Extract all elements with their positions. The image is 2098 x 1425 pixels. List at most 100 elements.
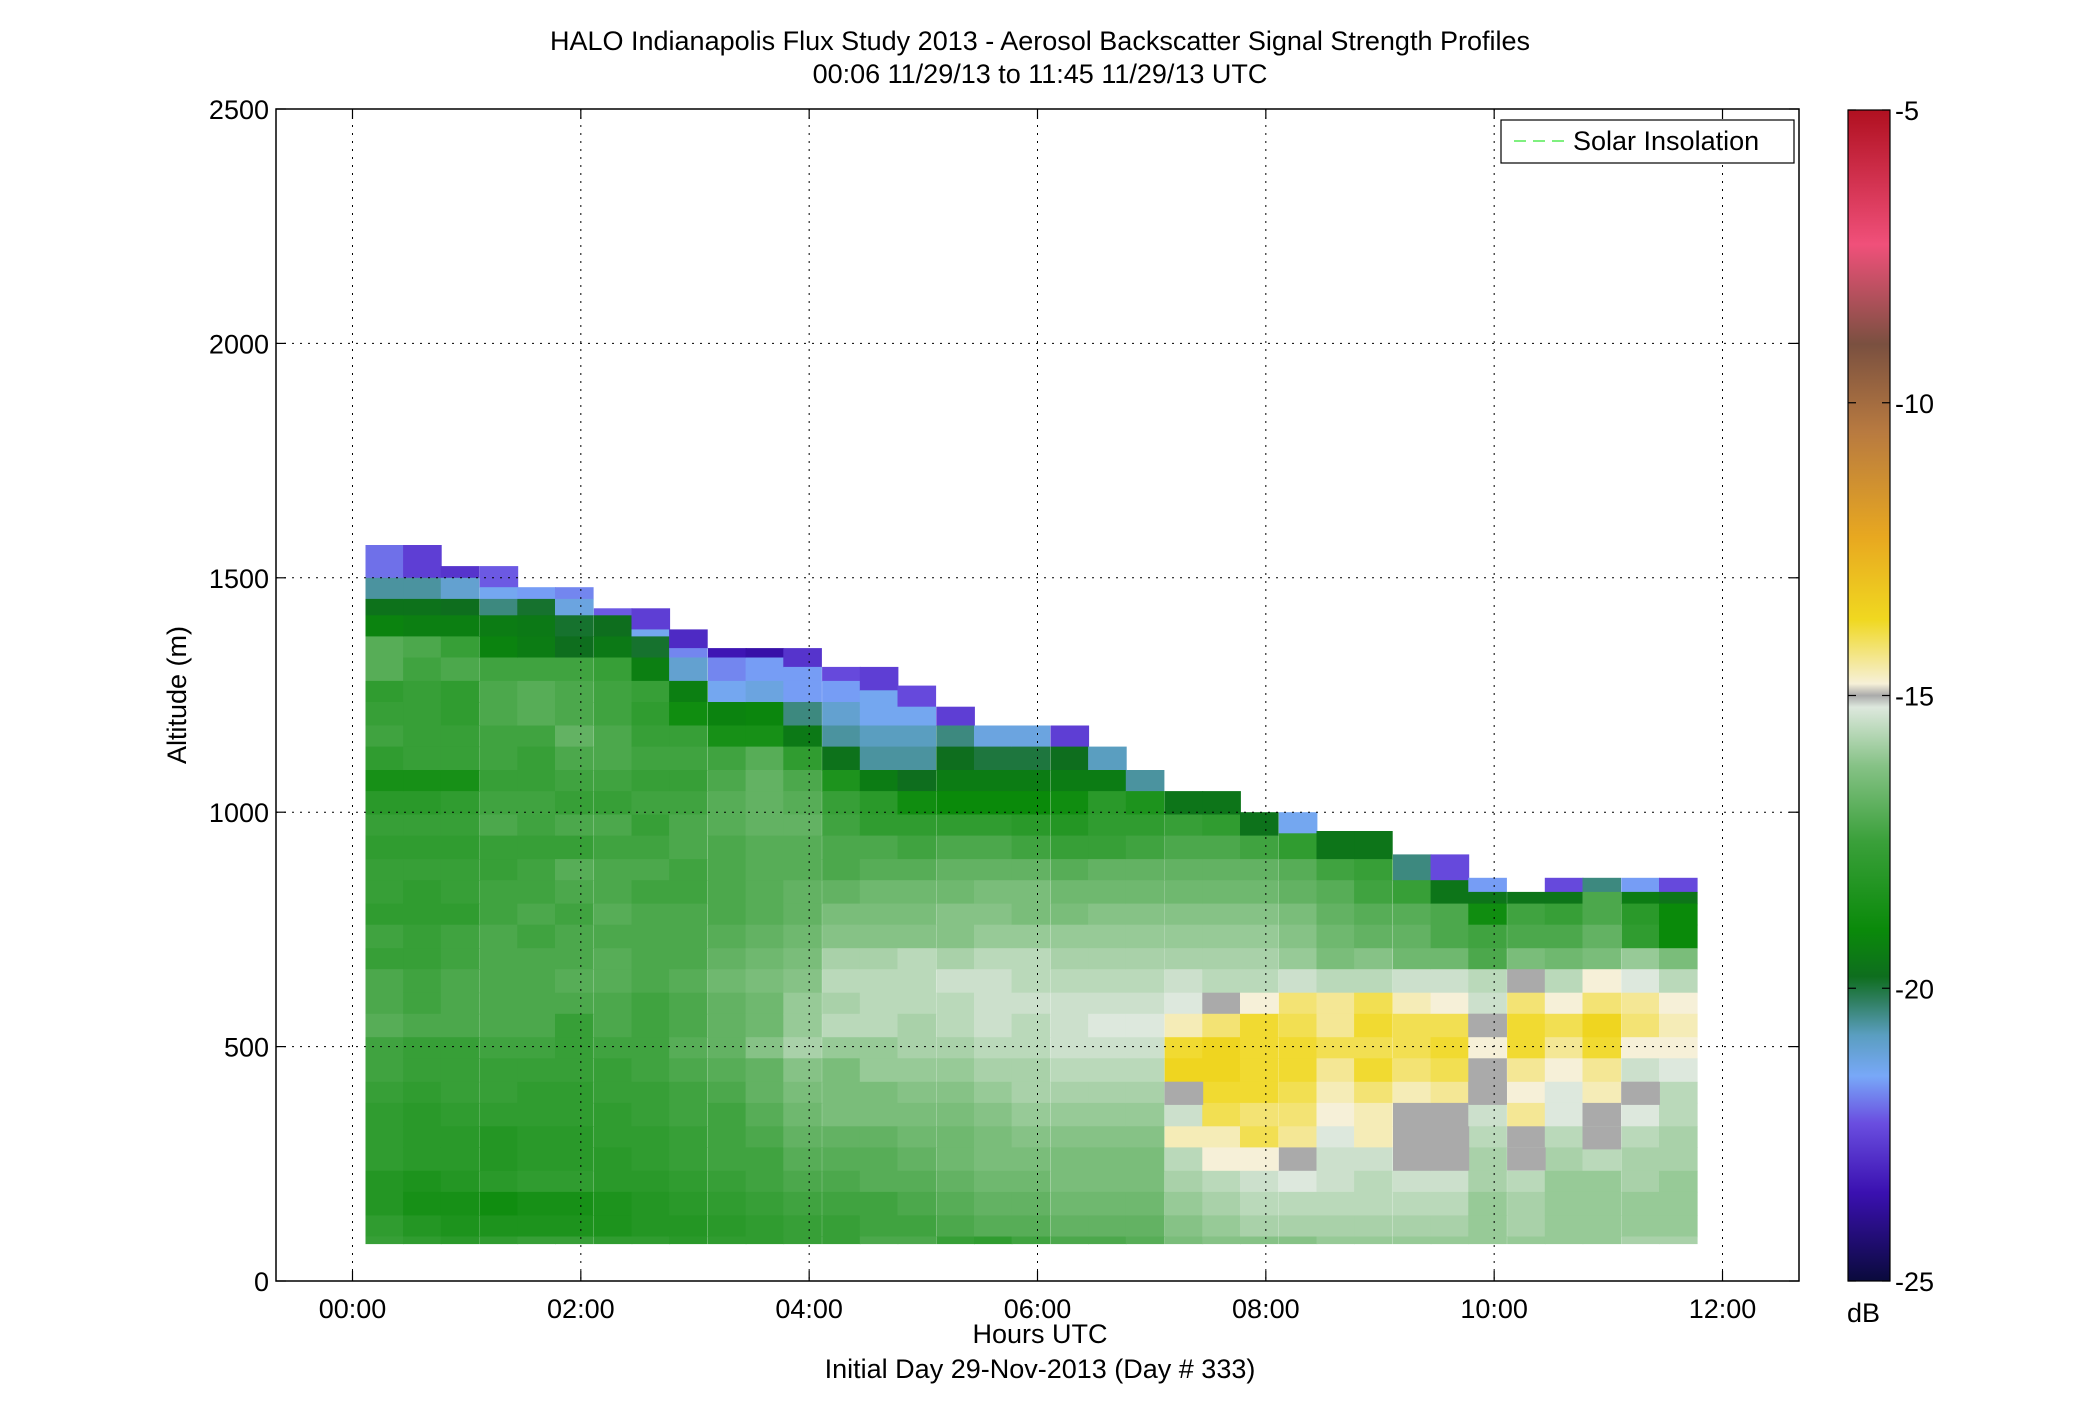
heatmap-cell [479, 680, 519, 703]
heatmap-cell [822, 1170, 861, 1193]
heatmap-cell [403, 1126, 442, 1148]
heatmap-cell [1430, 1037, 1470, 1059]
heatmap-cell [745, 903, 785, 926]
heatmap-cell [1354, 1215, 1393, 1238]
heatmap-cell [822, 1126, 861, 1148]
heatmap-cell [822, 770, 861, 792]
heatmap-cell [1050, 791, 1090, 816]
heatmap-cell [859, 814, 899, 837]
heatmap-cell [974, 791, 1013, 816]
heatmap-cell [1659, 1102, 1698, 1127]
heatmap-cell [403, 598, 442, 616]
heatmap-cell [859, 1102, 899, 1127]
heatmap-cell [822, 791, 861, 816]
heatmap-cell [1164, 1037, 1204, 1059]
heatmap-cell [897, 706, 937, 727]
heatmap-cell [1050, 1081, 1090, 1104]
heatmap-cell [631, 1081, 671, 1104]
heatmap-cell [517, 680, 556, 703]
heatmap-cell [1507, 1215, 1546, 1238]
heatmap-cell [1050, 814, 1090, 837]
heatmap-cell [365, 791, 405, 816]
heatmap-cell [1240, 812, 1279, 837]
heatmap-cell [555, 746, 594, 771]
heatmap-cell [1088, 1147, 1127, 1172]
colorbar-unit-label: dB [1847, 1298, 1880, 1328]
heatmap-cell [517, 992, 556, 1015]
heatmap-cell [1088, 1058, 1127, 1083]
heatmap-cell [974, 770, 1013, 792]
heatmap-cell [593, 903, 633, 926]
heatmap-cell [1582, 1191, 1622, 1216]
x-tick-label: 12:00 [1689, 1294, 1757, 1324]
heatmap-cell [440, 702, 480, 726]
heatmap-cell [1544, 1058, 1584, 1083]
heatmap-cell [1316, 1102, 1356, 1127]
heatmap-cell [479, 992, 519, 1015]
heatmap-cell [708, 880, 747, 905]
heatmap-cell [365, 903, 405, 926]
heatmap-cell [1354, 831, 1393, 860]
heatmap-cell [1088, 746, 1127, 771]
heatmap-cell [1164, 880, 1204, 905]
heatmap-cell [1430, 1191, 1470, 1216]
heatmap-cell [1316, 903, 1356, 926]
heatmap-cell [1316, 969, 1356, 994]
heatmap-cell [517, 587, 556, 600]
heatmap-cell [631, 835, 671, 860]
heatmap-cell [479, 725, 519, 748]
heatmap-cell [403, 1236, 442, 1245]
heatmap-cell [631, 814, 671, 837]
heatmap-cell [708, 1058, 747, 1083]
heatmap-cell [593, 608, 633, 616]
legend: Solar Insolation [1500, 119, 1795, 164]
heatmap-cell [479, 948, 519, 970]
heatmap-cell [403, 770, 442, 792]
heatmap-cell [1393, 854, 1432, 881]
heatmap-cell [897, 685, 937, 708]
heatmap-cell [708, 1013, 747, 1038]
heatmap-cell [936, 835, 975, 860]
heatmap-cell [555, 1058, 594, 1083]
heatmap-cell [517, 1102, 556, 1127]
heatmap-cell [403, 1102, 442, 1127]
heatmap-cell [517, 903, 556, 926]
heatmap-cell [1125, 770, 1165, 792]
heatmap-cell [1354, 1126, 1393, 1148]
heatmap-cell [1278, 812, 1318, 834]
heatmap-cell [1316, 1037, 1356, 1059]
heatmap-cell [440, 924, 480, 949]
heatmap-cell [1278, 992, 1318, 1015]
heatmap-cell [1354, 948, 1393, 970]
heatmap-cell [708, 1170, 747, 1193]
heatmap-cell [1316, 1013, 1356, 1038]
heatmap-cell [1430, 992, 1470, 1015]
heatmap-cell [1011, 1126, 1051, 1148]
heatmap-cell [1088, 924, 1127, 949]
y-tick-label: 1000 [209, 798, 269, 828]
heatmap-cell [517, 791, 556, 816]
heatmap-cell [783, 1215, 822, 1238]
heatmap-cell [1088, 969, 1127, 994]
heatmap-cell [403, 680, 442, 703]
heatmap-cell [593, 1081, 633, 1104]
heatmap-cell [1011, 1081, 1051, 1104]
heatmap-cell [631, 629, 671, 637]
heatmap-cell [783, 770, 822, 792]
heatmap-cell [593, 880, 633, 905]
heatmap-cell [593, 746, 633, 771]
heatmap-cell [517, 1126, 556, 1148]
heatmap-cell [517, 598, 556, 616]
heatmap-cell [708, 648, 747, 659]
heatmap-cell [745, 1170, 785, 1193]
heatmap-cell [479, 1170, 519, 1193]
heatmap-cell [822, 880, 861, 905]
heatmap-cell [936, 814, 975, 837]
heatmap-cell [1659, 903, 1698, 926]
heatmap-cell [859, 791, 899, 816]
heatmap-cell [517, 770, 556, 792]
heatmap-cell [974, 746, 1013, 771]
heatmap-cell [479, 1037, 519, 1059]
heatmap-cell [1507, 1102, 1546, 1127]
heatmap-cell [1011, 1236, 1051, 1245]
